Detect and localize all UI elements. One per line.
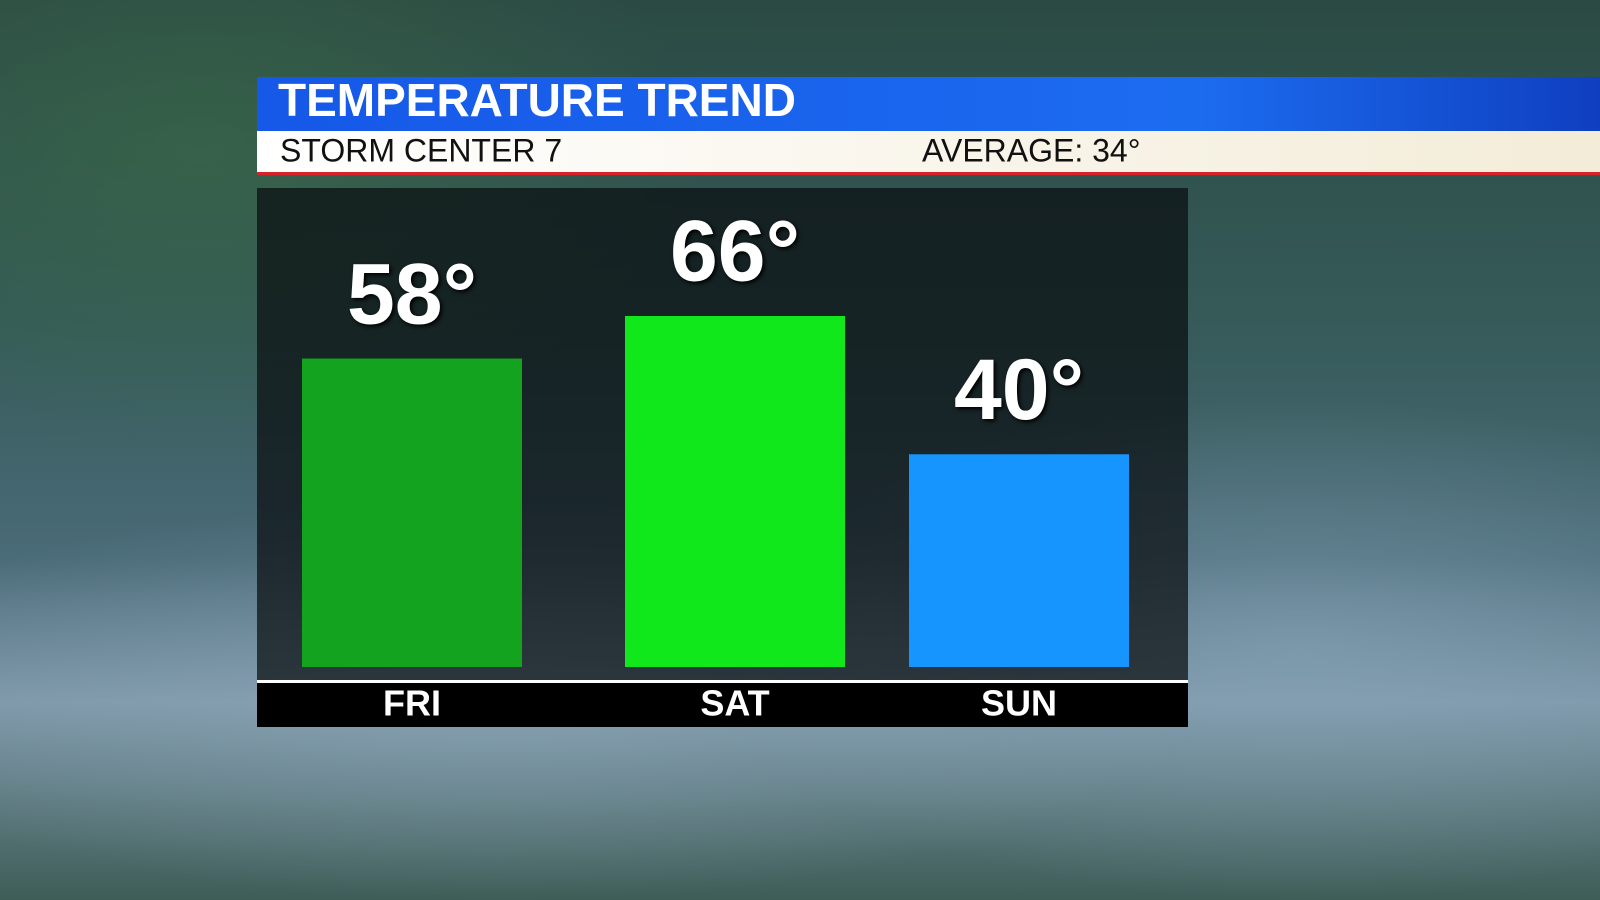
x-tick-label: SAT: [700, 683, 769, 724]
bar: [909, 454, 1129, 667]
average-annotation: AVERAGE: 34°: [922, 132, 1141, 168]
title-bar: [257, 77, 1600, 131]
x-tick-label: SUN: [981, 683, 1057, 724]
x-tick-label: FRI: [383, 683, 441, 724]
value-label: 40°: [954, 342, 1084, 438]
bar: [302, 358, 522, 667]
chart-subtitle: STORM CENTER 7: [280, 132, 562, 168]
accent-line: [257, 172, 1600, 175]
chart-title: TEMPERATURE TREND: [278, 74, 796, 126]
category-strip: [257, 683, 1188, 727]
bar: [625, 316, 845, 667]
subtitle-bar: [257, 131, 1600, 172]
value-label: 58°: [347, 246, 477, 342]
baseline: [257, 680, 1188, 683]
value-label: 66°: [670, 204, 800, 300]
